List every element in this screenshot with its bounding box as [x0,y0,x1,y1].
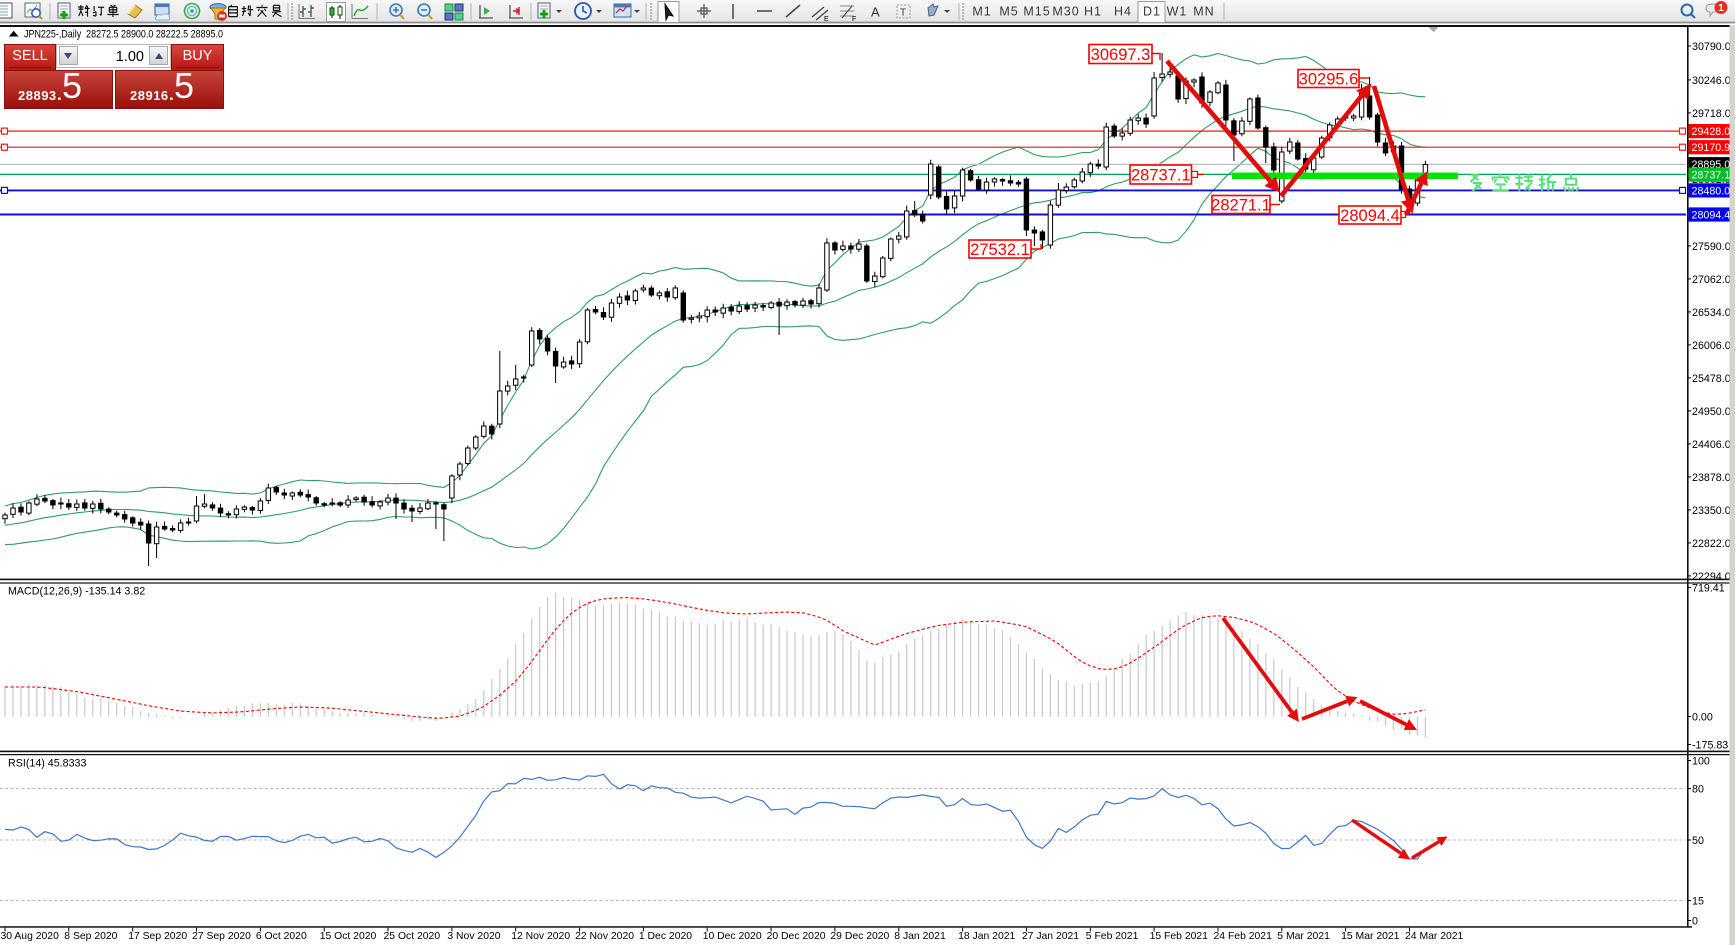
svg-text:50: 50 [1692,835,1704,847]
svg-text:8 Sep 2020: 8 Sep 2020 [64,931,117,942]
svg-text:10 Dec 2020: 10 Dec 2020 [703,931,762,942]
svg-text:24 Feb 2021: 24 Feb 2021 [1214,931,1273,942]
svg-text:M5: M5 [999,5,1018,19]
svg-text:80: 80 [1692,783,1704,795]
svg-text:22 Nov 2020: 22 Nov 2020 [575,931,634,942]
svg-text:25478.0: 25478.0 [1692,373,1731,385]
svg-text:28271.1: 28271.1 [1211,196,1271,214]
svg-text:22822.0: 22822.0 [1692,538,1731,550]
svg-text:26006.0: 26006.0 [1692,340,1731,352]
svg-text:H4: H4 [1114,5,1132,19]
svg-text:30295.6: 30295.6 [1299,70,1359,88]
svg-text:JPN225-,Daily 28272.5 28900.0: JPN225-,Daily 28272.5 28900.0 28222.5 28… [24,28,223,40]
svg-text:17 Sep 2020: 17 Sep 2020 [128,931,187,942]
svg-text:23350.0: 23350.0 [1692,505,1731,517]
svg-text:0.00: 0.00 [1692,711,1713,723]
svg-text:RSI(14) 45.8333: RSI(14) 45.8333 [8,758,86,770]
svg-text:12 Nov 2020: 12 Nov 2020 [511,931,570,942]
svg-text:20 Dec 2020: 20 Dec 2020 [767,931,826,942]
svg-text:30 Aug 2020: 30 Aug 2020 [1,931,60,942]
svg-text:24 Mar 2021: 24 Mar 2021 [1405,931,1464,942]
svg-text:18 Jan 2021: 18 Jan 2021 [958,931,1015,942]
svg-text:M15: M15 [1023,5,1050,19]
svg-text:0: 0 [1692,915,1698,927]
svg-text:M1: M1 [972,5,991,19]
svg-text:6 Oct 2020: 6 Oct 2020 [256,931,307,942]
svg-text:24950.0: 24950.0 [1692,406,1731,418]
svg-text:27 Sep 2020: 27 Sep 2020 [192,931,251,942]
svg-text:100: 100 [1692,755,1710,767]
svg-text:15 Mar 2021: 15 Mar 2021 [1341,931,1400,942]
svg-text:30697.3: 30697.3 [1091,46,1151,64]
svg-text:A: A [871,5,880,20]
svg-text:30790.0: 30790.0 [1692,41,1731,53]
svg-text:8 Jan 2021: 8 Jan 2021 [894,931,946,942]
svg-text:T: T [900,8,906,19]
svg-text:25 Oct 2020: 25 Oct 2020 [384,931,441,942]
svg-text:M30: M30 [1052,5,1079,19]
svg-text:1: 1 [1718,3,1724,14]
svg-text:719.41: 719.41 [1692,582,1725,594]
svg-text:23878.0: 23878.0 [1692,472,1731,484]
svg-text:1 Dec 2020: 1 Dec 2020 [639,931,692,942]
svg-text:24406.0: 24406.0 [1692,439,1731,451]
svg-text:28737.1: 28737.1 [1131,166,1191,184]
svg-text:H1: H1 [1084,5,1102,19]
svg-text:27532.1: 27532.1 [970,241,1030,259]
svg-text:15 Feb 2021: 15 Feb 2021 [1150,931,1209,942]
svg-text:29718.0: 29718.0 [1692,108,1731,120]
svg-text:W1: W1 [1167,5,1188,19]
svg-text:28737.1: 28737.1 [1692,170,1731,182]
svg-text:D1: D1 [1143,5,1161,19]
svg-text:29428.0: 29428.0 [1692,126,1731,138]
svg-text:15 Oct 2020: 15 Oct 2020 [320,931,377,942]
svg-text:-175.83: -175.83 [1692,739,1728,751]
svg-text:E: E [824,16,829,23]
svg-text:MN: MN [1193,5,1214,19]
svg-text:28480.0: 28480.0 [1692,185,1731,197]
svg-text:29170.9: 29170.9 [1692,142,1731,154]
svg-text:29 Dec 2020: 29 Dec 2020 [830,931,889,942]
svg-text:28094.4: 28094.4 [1692,209,1731,221]
svg-text:5 Feb 2021: 5 Feb 2021 [1086,931,1139,942]
svg-text:27062.0: 27062.0 [1692,274,1731,286]
svg-text:27590.0: 27590.0 [1692,241,1731,253]
svg-text:15: 15 [1692,895,1704,907]
svg-text:F: F [852,16,856,23]
svg-text:5 Mar 2021: 5 Mar 2021 [1277,931,1330,942]
svg-text:28094.4: 28094.4 [1340,207,1400,225]
svg-text:MACD(12,26,9) -135.14 3.82: MACD(12,26,9) -135.14 3.82 [8,586,145,598]
svg-text:3 Nov 2020: 3 Nov 2020 [447,931,500,942]
svg-text:27 Jan 2021: 27 Jan 2021 [1022,931,1079,942]
svg-text:26534.0: 26534.0 [1692,307,1731,319]
svg-text:22294.0: 22294.0 [1692,571,1731,583]
svg-text:30246.0: 30246.0 [1692,75,1731,87]
